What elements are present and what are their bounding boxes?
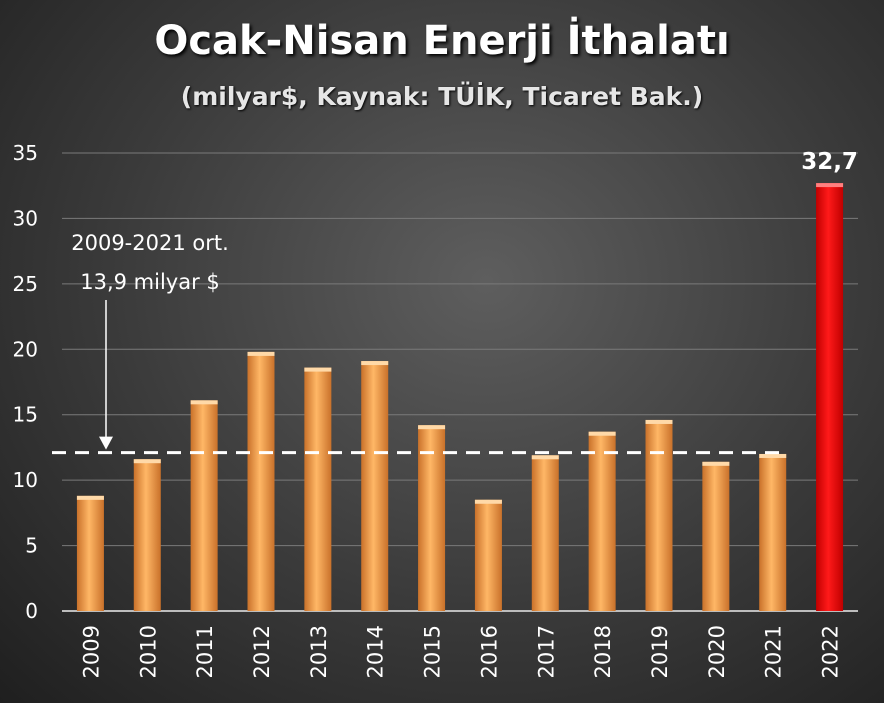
bar-cap-2018 xyxy=(588,431,616,436)
bar-cap-2016 xyxy=(474,499,502,504)
x-tick-label: 2017 xyxy=(534,625,558,678)
gridlines xyxy=(62,152,858,612)
bar-2020 xyxy=(702,461,730,611)
y-tick-label: 30 xyxy=(13,206,38,230)
x-tick-label: 2014 xyxy=(364,625,388,678)
data-label-highlight: 32,7 xyxy=(801,149,858,175)
x-tick-label: 2012 xyxy=(250,625,274,678)
y-tick-label: 35 xyxy=(13,141,38,165)
average-label-line1: 2009-2021 ort. xyxy=(71,231,229,255)
bar-2019 xyxy=(645,419,673,611)
bar-cap-2010 xyxy=(133,459,161,464)
bar-cap-2012 xyxy=(247,351,275,356)
x-tick-label: 2016 xyxy=(477,625,501,678)
average-label-line2: 13,9 milyar $ xyxy=(80,270,220,294)
x-tick-label: 2018 xyxy=(591,625,615,678)
bar-cap-2014 xyxy=(361,361,389,366)
bar-cap-2011 xyxy=(190,400,218,405)
bar-2009 xyxy=(76,495,104,611)
bar-2016 xyxy=(474,499,502,611)
bar-cap-2021 xyxy=(759,453,787,458)
bar-2010 xyxy=(133,459,161,611)
chart-title: Ocak-Nisan Enerji İthalatı xyxy=(154,18,730,64)
bar-2011 xyxy=(190,400,218,611)
x-tick-label: 2020 xyxy=(705,625,729,678)
bar-2021 xyxy=(759,453,787,611)
bar-2017 xyxy=(531,455,559,611)
bar-cap-2013 xyxy=(304,367,332,372)
y-tick-label: 10 xyxy=(13,468,38,492)
arrow-down-icon xyxy=(99,436,113,450)
y-tick-label: 0 xyxy=(25,599,38,623)
bar-2015 xyxy=(418,425,446,611)
x-tick-label: 2011 xyxy=(193,625,217,678)
bar-cap-2015 xyxy=(418,425,446,430)
y-tick-label: 15 xyxy=(13,403,38,427)
bar-2012 xyxy=(247,351,275,611)
bar-cap-2009 xyxy=(76,495,104,500)
bar-2013 xyxy=(304,367,332,611)
x-tick-label: 2010 xyxy=(136,625,160,678)
average-line-group: 2009-2021 ort. 13,9 milyar $ xyxy=(52,231,788,455)
x-tick-label: 2019 xyxy=(648,625,672,678)
x-tick-label: 2015 xyxy=(421,625,445,678)
x-axis-ticks: 2009 2010 2011 2012 2013 2014 2015 2016 2017 2018… xyxy=(79,625,842,678)
y-tick-label: 20 xyxy=(13,337,38,361)
y-tick-label: 5 xyxy=(25,534,38,558)
bar-cap-2019 xyxy=(645,419,673,424)
bar-cap-2020 xyxy=(702,461,730,466)
bar-2022 xyxy=(816,183,844,611)
x-tick-label: 2009 xyxy=(79,625,103,678)
x-tick-label: 2022 xyxy=(819,625,843,678)
bar-cap-2017 xyxy=(531,455,559,460)
bar-cap-2022 xyxy=(816,183,844,188)
y-tick-label: 25 xyxy=(13,272,38,296)
y-axis-ticks: 0 5 10 15 20 25 30 35 xyxy=(13,141,38,623)
chart-subtitle: (milyar$, Kaynak: TÜİK, Ticaret Bak.) xyxy=(180,82,704,111)
bar-2018 xyxy=(588,431,616,611)
x-tick-label: 2013 xyxy=(307,625,331,678)
bars: 32,7 xyxy=(76,149,858,611)
x-tick-label: 2021 xyxy=(762,625,786,678)
bar-2014 xyxy=(361,361,389,611)
